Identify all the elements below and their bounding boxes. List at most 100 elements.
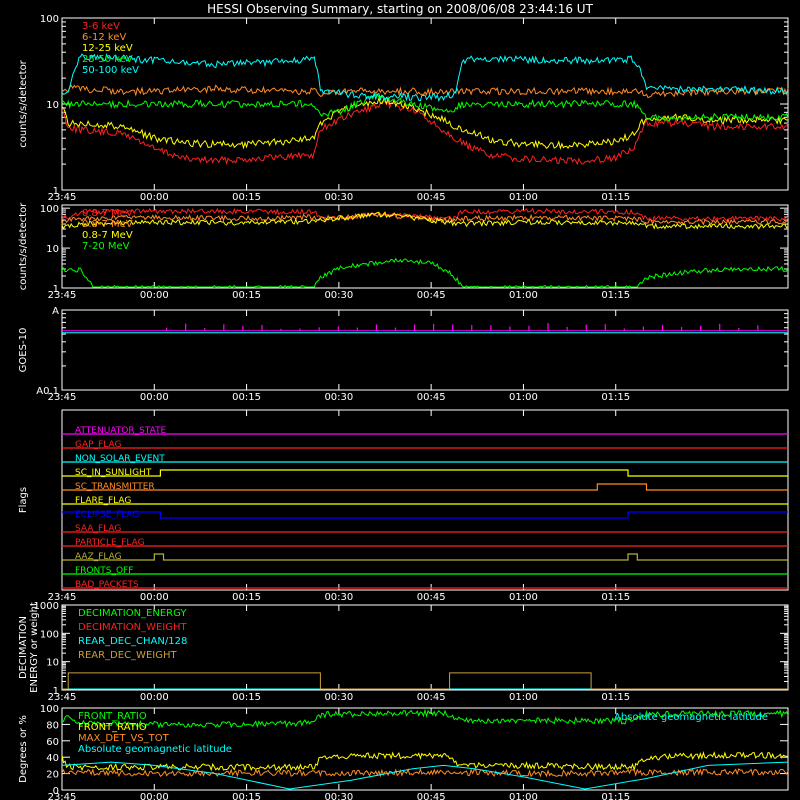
time-tick-label: 00:30 [324,192,353,203]
y-axis-label: DECIMATION [18,616,29,679]
time-tick-label: 00:45 [417,792,446,800]
time-tick-label: 01:15 [601,392,630,403]
y-tick-label: 1 [53,186,59,197]
time-tick-label: 00:30 [324,792,353,800]
y-tick-label: 1 [53,686,59,697]
time-tick-label: 23:45 [48,192,77,203]
series-line [61,95,789,150]
panel-annotation: Absolute geomagnetic latitude [614,712,768,723]
flag-label: SC_IN_SUNLIGHT [75,468,152,478]
panel-flags: 23:45 00:00 00:15 00:30 00:45 01:00 01:15 Flags… [18,409,789,603]
time-tick-label: 00:30 [324,290,353,301]
panel-frame [61,309,789,391]
legend-entry: 7-20 MeV [82,241,130,252]
time-tick-label: 00:00 [140,692,169,703]
time-tick-label: 23:45 [48,792,77,800]
legend-entry: 0.8-7 MeV [82,219,133,230]
flag-line [62,553,788,561]
time-tick-label: 00:15 [232,792,261,800]
time-tick-label: 01:00 [509,392,538,403]
legend-entry: DECIMATION_ENERGY [78,608,187,619]
series-line [61,751,789,772]
series-line [61,257,789,288]
legend-entry: 6-12 keV [82,32,126,43]
y-tick-label: 40 [46,753,59,764]
time-tick-label: 00:45 [417,392,446,403]
legend-entry: FRONT_RATIO [78,722,147,733]
series-line [62,672,788,690]
legend-entry: 0.8-7 MeV [82,208,133,219]
y-tick-label: 10 [46,658,59,669]
time-tick-label: 00:45 [417,592,446,603]
y-axis-label-2: ENERGY or weight [29,602,40,693]
flag-line [62,483,788,491]
y-tick-label: A0.1 [36,386,59,397]
time-tick-label: 00:45 [417,192,446,203]
panel-frame [61,204,789,289]
time-tick-label: 01:15 [601,692,630,703]
time-tick-label: 01:15 [601,290,630,301]
panels: 23:45 00:00 00:15 00:30 00:45 01:00 01:1511010… [18,14,789,800]
legend-entry: Absolute geomagnetic latitude [78,744,232,755]
flag-label: SC_TRANSMITTER [75,482,155,492]
flag-label: GAP_FLAG [75,440,121,450]
time-tick-label: 00:15 [232,192,261,203]
y-tick-label: 10 [46,244,59,255]
y-tick-label: 100 [40,629,59,640]
time-tick-label: 00:15 [232,692,261,703]
time-tick-label: 00:00 [140,192,169,203]
series-line [61,99,789,166]
series-line [61,52,789,103]
legend-entry: FRONT_RATIO [78,711,147,722]
time-tick-label: 00:00 [140,592,169,603]
panel-frame [61,604,789,691]
time-tick-label: 00:30 [324,692,353,703]
panel-hi: 23:45 00:00 00:15 00:30 00:45 01:00 01:15 1 10 10… [18,202,789,301]
y-tick-label: 10 [46,100,59,111]
legend-entry: 12-25 keV [82,43,133,54]
series-line [61,761,789,790]
flag-label: FRONTS_OFF [75,566,133,576]
time-tick-label: 00:15 [232,290,261,301]
time-tick-label: 00:00 [140,792,169,800]
series-line [61,207,789,223]
legend-entry: DECIMATION_WEIGHT [78,622,187,633]
y-tick-label: 20 [46,770,59,781]
time-tick-label: 00:30 [324,592,353,603]
panel-frame [61,409,789,591]
time-tick-label: 00:15 [232,392,261,403]
flag-label: NON_SOLAR_EVENT [75,454,165,464]
time-tick-label: 00:00 [140,392,169,403]
time-tick-label: 00:30 [324,392,353,403]
y-tick-label: A [52,306,59,317]
time-tick-label: 01:15 [601,592,630,603]
series-line [61,212,789,226]
legend-entry: 3-6 keV [82,21,120,32]
time-tick-label: 01:00 [509,192,538,203]
time-tick-label: 23:45 [48,290,77,301]
time-tick-label: 01:15 [601,192,630,203]
legend-entry: 50-100 keV [82,65,139,76]
legend-entry: 0.8-7 MeV [82,230,133,241]
flag-label: ATTENUATOR_STATE [75,426,167,436]
y-tick-label: 80 [46,720,59,731]
series-line [61,211,789,230]
flag-label: AAZ_FLAG [75,552,122,562]
time-tick-label: 23:45 [48,592,77,603]
panel-ratio: 23:45 00:00 00:15 00:30 00:45 01:00 01:15 0 20 40… [18,704,789,800]
y-axis-label: counts/s/detector [18,202,29,290]
y-tick-label: 100 [40,14,59,25]
panel-lo: 23:45 00:00 00:15 00:30 00:45 01:00 01:15 1 10 10… [18,14,789,203]
series-line [61,84,789,99]
y-tick-label: 1 [53,284,59,295]
y-tick-label: 60 [46,737,59,748]
legend-entry: MAX_DET_VS_TOT [78,733,170,744]
time-tick-label: 01:15 [601,792,630,800]
y-tick-label: 1000 [34,601,59,612]
legend-entry: REAR_DEC_WEIGHT [78,650,177,661]
time-tick-label: 23:45 [48,692,77,703]
time-tick-label: 01:00 [509,792,538,800]
flag-line [62,511,788,519]
time-tick-label: 01:00 [509,290,538,301]
